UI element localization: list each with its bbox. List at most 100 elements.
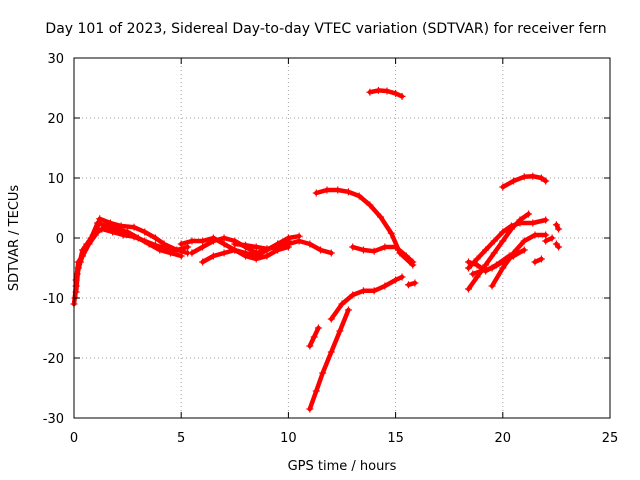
data-point bbox=[151, 234, 159, 242]
series-trace bbox=[329, 274, 405, 322]
data-point bbox=[542, 177, 550, 185]
data-point bbox=[499, 228, 507, 236]
series-mid-band-4 bbox=[231, 237, 335, 257]
data-point bbox=[370, 247, 378, 255]
data-point bbox=[392, 89, 400, 97]
axis-ticks bbox=[73, 57, 611, 419]
data-point bbox=[537, 255, 545, 263]
series-short-22a bbox=[531, 255, 545, 266]
data-point bbox=[411, 279, 419, 287]
data-point bbox=[381, 243, 389, 251]
data-point bbox=[359, 287, 367, 295]
data-point bbox=[96, 215, 104, 223]
data-point bbox=[482, 246, 490, 254]
data-point bbox=[520, 237, 528, 245]
series-late-2 bbox=[464, 216, 550, 272]
data-point bbox=[130, 233, 138, 241]
series-peak-25 bbox=[366, 86, 406, 100]
data-point bbox=[374, 86, 382, 94]
data-point bbox=[119, 231, 127, 239]
data-point bbox=[327, 249, 335, 257]
data-point bbox=[488, 282, 496, 290]
data-point bbox=[542, 237, 550, 245]
data-point bbox=[377, 213, 385, 221]
data-point bbox=[220, 234, 228, 242]
data-point bbox=[473, 255, 481, 263]
data-point bbox=[516, 219, 524, 227]
data-point bbox=[334, 186, 342, 194]
data-point bbox=[344, 188, 352, 196]
series-steep-rise-b bbox=[306, 324, 322, 350]
data-point bbox=[312, 189, 320, 197]
series-late-4 bbox=[488, 231, 550, 290]
y-tick-label: -30 bbox=[43, 412, 64, 427]
data-point bbox=[529, 172, 537, 180]
data-point bbox=[555, 243, 563, 251]
series-hump-10 bbox=[499, 172, 550, 191]
data-point bbox=[464, 264, 472, 272]
x-tick-label: 20 bbox=[495, 431, 512, 446]
data-point bbox=[199, 237, 207, 245]
data-point bbox=[398, 92, 406, 100]
data-point bbox=[499, 264, 507, 272]
data-point bbox=[355, 192, 363, 200]
x-axis-label: GPS time / hours bbox=[288, 459, 397, 474]
data-point bbox=[220, 249, 228, 257]
y-tick-label: 0 bbox=[56, 232, 64, 247]
x-tick-label: 25 bbox=[602, 431, 619, 446]
x-tick-label: 15 bbox=[387, 431, 404, 446]
data-point bbox=[392, 276, 400, 284]
data-point bbox=[199, 258, 207, 266]
data-point bbox=[542, 216, 550, 224]
data-point bbox=[242, 241, 250, 249]
series-steep-rise bbox=[306, 306, 352, 413]
data-point bbox=[263, 252, 271, 260]
data-point bbox=[548, 234, 556, 242]
data-point bbox=[505, 252, 513, 260]
data-point bbox=[188, 249, 196, 257]
data-point bbox=[295, 237, 303, 245]
data-point bbox=[531, 231, 539, 239]
data-point bbox=[349, 291, 357, 299]
data-point bbox=[464, 258, 472, 266]
y-axis-label: SDTVAR / TECUs bbox=[7, 185, 22, 292]
data-point bbox=[327, 348, 335, 356]
data-point bbox=[482, 261, 490, 269]
data-point bbox=[83, 240, 91, 248]
data-point bbox=[319, 369, 327, 377]
data-point bbox=[231, 246, 239, 254]
data-point bbox=[507, 222, 515, 230]
data-point bbox=[555, 225, 563, 233]
y-tick-labels: -30 -20 -10 0 10 20 30 bbox=[43, 52, 64, 427]
data-point bbox=[469, 270, 477, 278]
data-point bbox=[520, 246, 528, 254]
data-point bbox=[327, 315, 335, 323]
data-point bbox=[482, 267, 490, 275]
data-point bbox=[387, 229, 395, 237]
series-dip-band bbox=[349, 243, 417, 266]
data-point bbox=[231, 240, 239, 248]
data-point bbox=[141, 237, 149, 245]
series-short-22b bbox=[542, 234, 556, 245]
data-point bbox=[344, 306, 352, 314]
data-point bbox=[381, 282, 389, 290]
data-point bbox=[490, 249, 498, 257]
data-point bbox=[529, 219, 537, 227]
data-point bbox=[404, 281, 412, 289]
data-point bbox=[409, 258, 417, 266]
y-tick-label: 20 bbox=[47, 112, 64, 127]
data-point bbox=[209, 252, 217, 260]
data-point bbox=[359, 246, 367, 254]
data-point bbox=[370, 287, 378, 295]
data-point bbox=[336, 327, 344, 335]
data-point bbox=[306, 342, 314, 350]
data-point bbox=[252, 243, 260, 251]
series-trace bbox=[314, 187, 416, 268]
series-arc-high bbox=[312, 186, 417, 269]
data-point bbox=[473, 261, 481, 269]
data-point bbox=[117, 222, 125, 230]
data-point bbox=[338, 300, 346, 308]
data-point bbox=[74, 264, 82, 272]
data-point bbox=[510, 177, 518, 185]
